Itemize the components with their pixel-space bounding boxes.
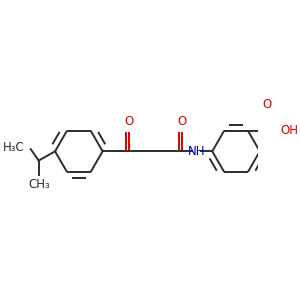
Text: H₃C: H₃C	[3, 141, 25, 154]
Text: O: O	[263, 98, 272, 111]
Text: CH₃: CH₃	[28, 178, 50, 191]
Text: NH: NH	[188, 145, 205, 158]
Text: OH: OH	[280, 124, 298, 137]
Text: O: O	[177, 115, 187, 128]
Text: O: O	[124, 115, 134, 128]
